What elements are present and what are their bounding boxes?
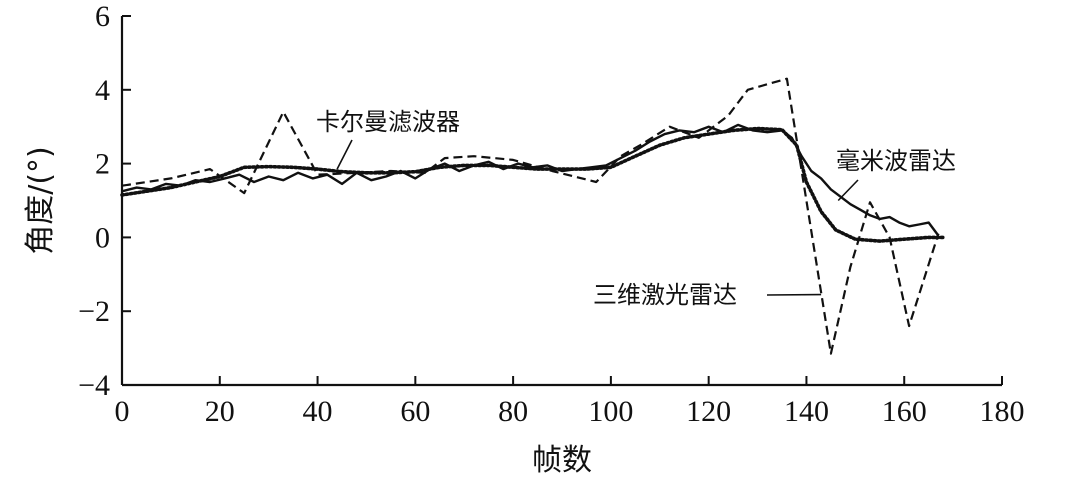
mmwave-leader-line	[837, 179, 859, 202]
x-tick-label: 0	[115, 395, 130, 428]
annotations: 卡尔曼滤波器 毫米波雷达 三维激光雷达	[316, 108, 956, 309]
x-tick-label: 80	[498, 395, 528, 428]
y-tick-label: 2	[95, 148, 110, 181]
y-tick-label: −4	[78, 369, 110, 402]
kalman-annotation: 卡尔曼滤波器	[316, 108, 460, 136]
y-axis-title: 角度/(°)	[23, 146, 58, 255]
x-tick-label: 20	[205, 395, 235, 428]
x-tick-label: 160	[882, 395, 927, 428]
y-tick-label: −2	[78, 295, 110, 328]
x-tick-label: 60	[400, 395, 430, 428]
x-tick-label: 100	[588, 395, 633, 428]
x-ticks: 0 20 40 60 80 100 120 140 160 180	[115, 376, 1025, 428]
series-line-mmwave-radar	[121, 123, 940, 237]
series-line-kalman-filter	[120, 126, 946, 243]
x-tick-label: 40	[303, 395, 333, 428]
series-line-lidar-3d	[121, 77, 940, 355]
x-tick-label: 120	[686, 395, 731, 428]
x-axis-title: 帧数	[532, 443, 592, 478]
y-tick-label: 6	[95, 0, 110, 33]
kalman-leader-line	[336, 139, 353, 170]
x-tick-label: 180	[980, 395, 1025, 428]
x-tick-label: 140	[784, 395, 829, 428]
y-tick-label: 0	[95, 221, 110, 254]
lidar-annotation: 三维激光雷达	[593, 281, 737, 309]
axes	[120, 16, 1002, 387]
series-layer	[120, 77, 946, 355]
y-tick-label: 4	[95, 74, 110, 107]
mmwave-annotation: 毫米波雷达	[836, 147, 956, 175]
y-ticks: −4 −2 0 2 4 6	[78, 0, 131, 402]
